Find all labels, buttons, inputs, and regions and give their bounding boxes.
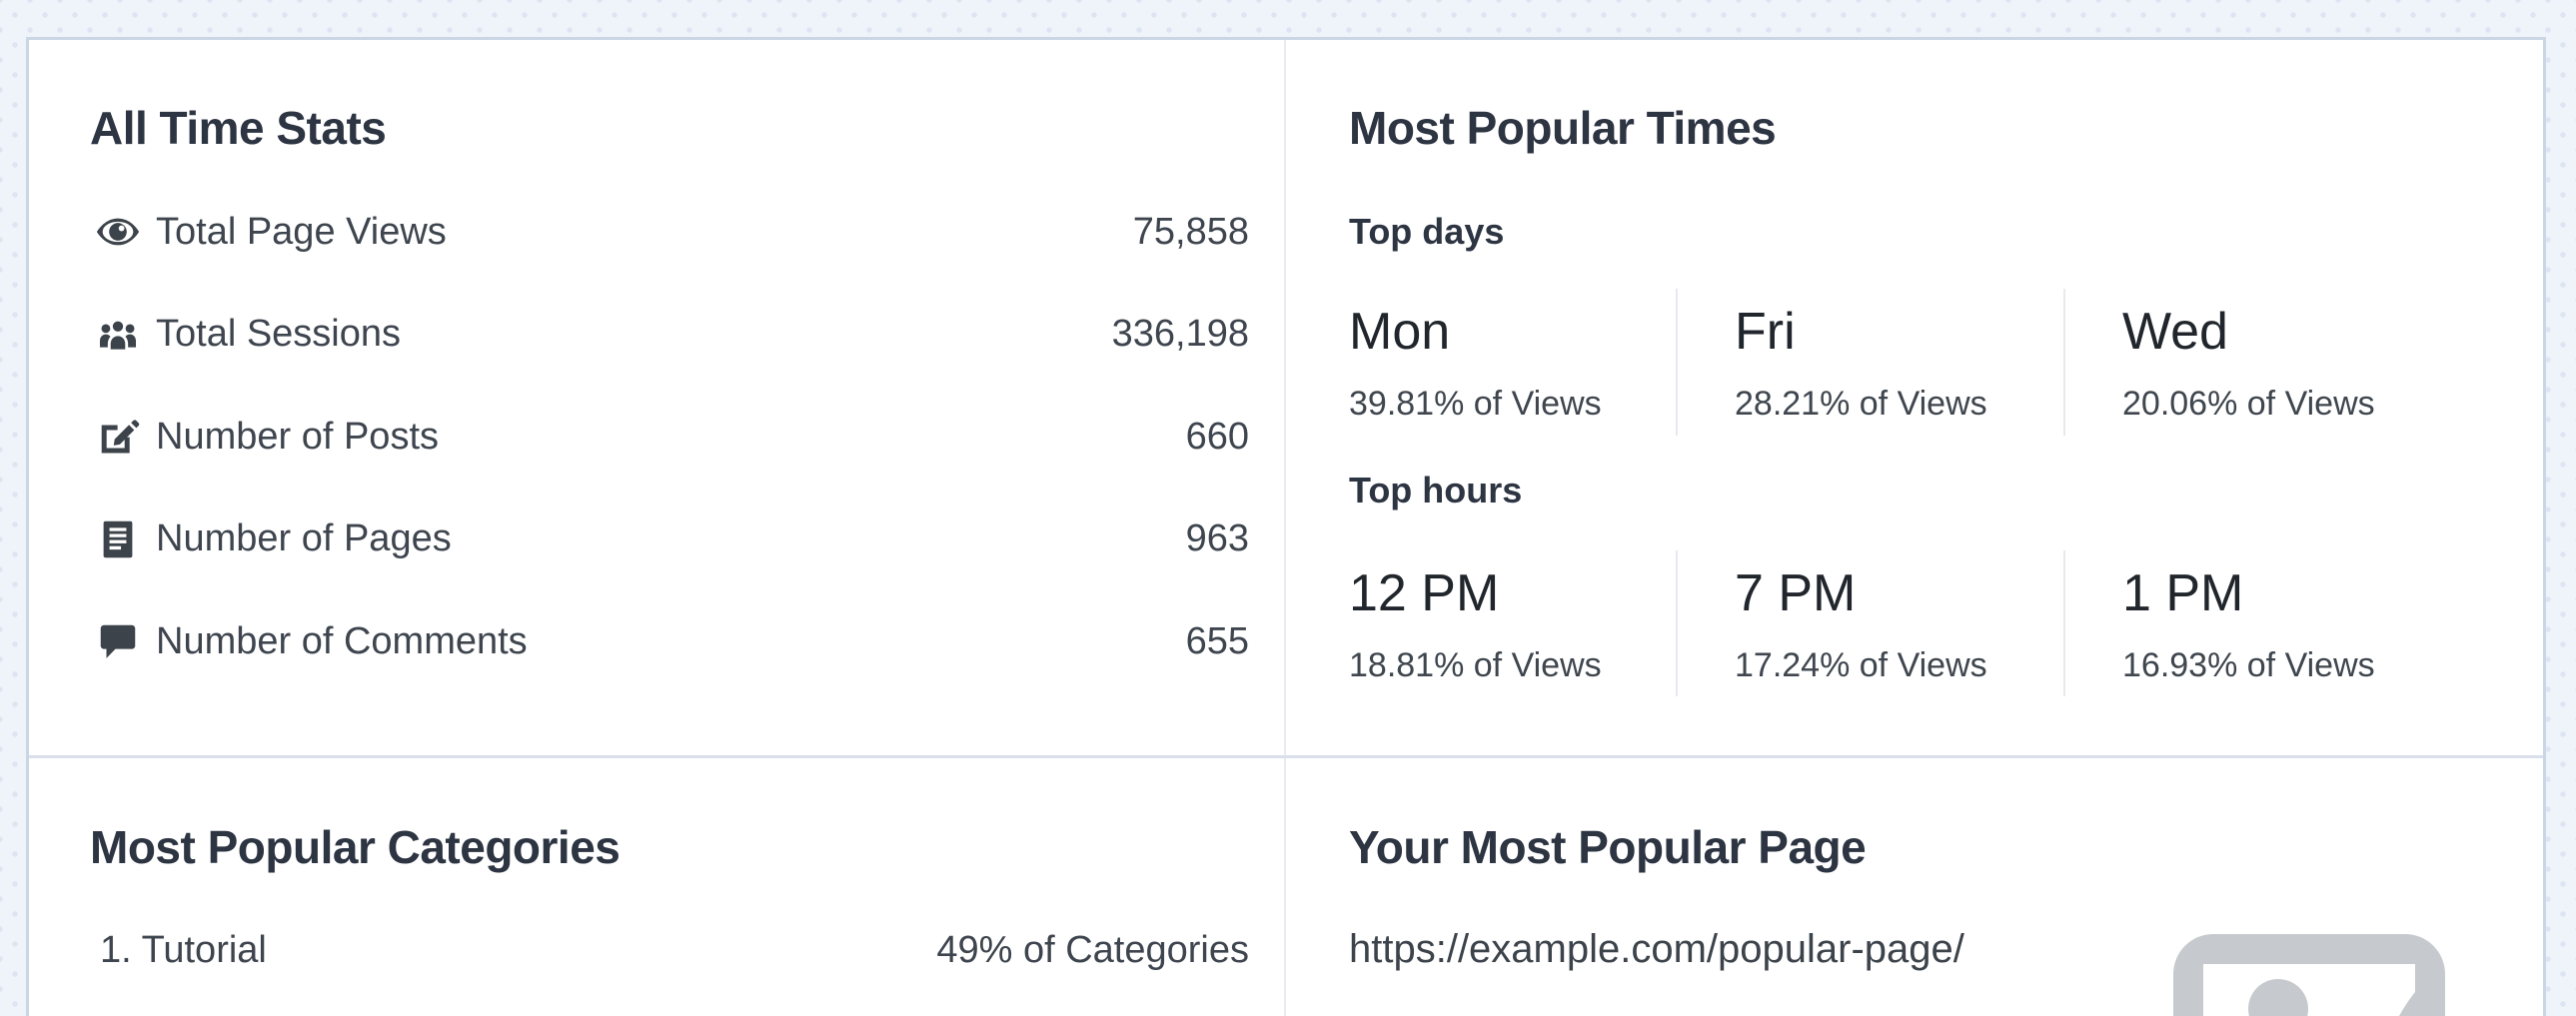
stat-label: Number of Comments	[156, 619, 528, 662]
stat-value: 75,858	[1132, 210, 1249, 253]
eye-icon	[94, 208, 142, 256]
all-time-stats-title: All Time Stats	[90, 102, 387, 154]
stat-label: Number of Pages	[156, 517, 452, 560]
category-label: 1. Tutorial	[100, 929, 267, 971]
stat-value: 963	[1185, 517, 1249, 560]
stat-row-pages: Number of Pages 963	[90, 489, 1249, 591]
all-time-stats-section: All Time Stats Total Page Views 75,858	[90, 102, 1249, 662]
edit-icon	[94, 413, 142, 461]
most-popular-categories-title: Most Popular Categories	[90, 821, 621, 873]
top-hour-item: 7 PM 17.24% of Views	[1676, 550, 2063, 696]
stat-label: Total Sessions	[156, 313, 402, 356]
most-popular-times-title: Most Popular Times	[1349, 102, 1777, 154]
day-name: Mon	[1349, 303, 1451, 361]
most-popular-page-section: Your Most Popular Page https://example.c…	[1349, 821, 2470, 1016]
stat-row-page-views: Total Page Views 75,858	[90, 181, 1249, 284]
category-row: 1. Tutorial 49% of Categories	[90, 929, 1249, 972]
stat-row-sessions: Total Sessions 336,198	[90, 284, 1249, 387]
top-hours-row: 12 PM 18.81% of Views 7 PM 17.24% of Vie…	[1349, 550, 2450, 696]
most-popular-page-title: Your Most Popular Page	[1349, 821, 1867, 873]
stat-list: Total Page Views 75,858 Total Sessions 3…	[90, 181, 1249, 693]
top-days-row: Mon 39.81% of Views Fri 28.21% of Views …	[1349, 289, 2450, 436]
top-hour-item: 1 PM 16.93% of Views	[2063, 550, 2450, 696]
day-share: 28.21% of Views	[1735, 385, 1987, 423]
page-icon	[94, 515, 142, 563]
top-hour-item: 12 PM 18.81% of Views	[1349, 550, 1676, 696]
day-name: Wed	[2122, 303, 2228, 361]
stat-label: Number of Posts	[156, 415, 439, 458]
top-day-item: Mon 39.81% of Views	[1349, 289, 1676, 436]
stat-value: 655	[1185, 619, 1249, 662]
category-share: 49% of Categories	[936, 929, 1249, 971]
image-placeholder-icon	[2173, 934, 2445, 1016]
report-card: All Time Stats Total Page Views 75,858	[26, 37, 2546, 1016]
stat-value: 660	[1185, 415, 1249, 458]
stat-value: 336,198	[1111, 313, 1249, 356]
hour-name: 1 PM	[2122, 564, 2244, 622]
hour-share: 17.24% of Views	[1735, 646, 1987, 684]
hour-name: 7 PM	[1735, 564, 1857, 622]
popular-page-url[interactable]: https://example.com/popular-page/	[1349, 927, 1964, 971]
stat-row-comments: Number of Comments 655	[90, 590, 1249, 693]
day-name: Fri	[1735, 303, 1796, 361]
hour-share: 18.81% of Views	[1349, 646, 1602, 684]
hour-name: 12 PM	[1349, 564, 1500, 622]
stat-row-posts: Number of Posts 660	[90, 386, 1249, 489]
top-days-heading: Top days	[1349, 211, 1505, 252]
top-day-item: Fri 28.21% of Views	[1676, 289, 2063, 436]
hour-share: 16.93% of Views	[2122, 646, 2375, 684]
day-share: 39.81% of Views	[1349, 385, 1602, 423]
users-icon	[94, 311, 142, 359]
comment-icon	[94, 617, 142, 665]
panel-horizontal-divider	[29, 755, 2543, 758]
stat-label: Total Page Views	[156, 210, 447, 253]
top-day-item: Wed 20.06% of Views	[2063, 289, 2450, 436]
most-popular-times-section: Most Popular Times Top days Mon 39.81% o…	[1349, 102, 2470, 696]
most-popular-categories-section: Most Popular Categories 1. Tutorial 49% …	[90, 821, 1249, 971]
panel-vertical-divider	[1284, 40, 1286, 1016]
day-share: 20.06% of Views	[2122, 385, 2375, 423]
top-hours-heading: Top hours	[1349, 470, 1523, 510]
